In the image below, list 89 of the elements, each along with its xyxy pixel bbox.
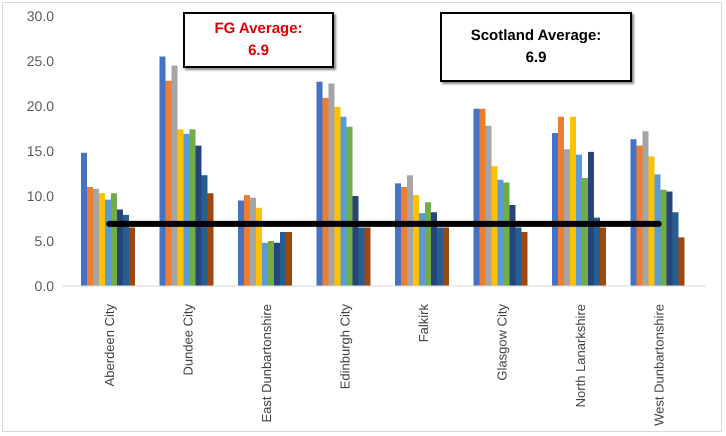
bar	[430, 212, 437, 286]
bar	[364, 228, 370, 286]
bar	[515, 228, 522, 286]
bar	[171, 66, 178, 286]
bar	[346, 126, 352, 286]
bar	[86, 187, 93, 286]
x-tick-label: Aberdeen City	[102, 304, 117, 386]
bar	[334, 106, 340, 286]
bar	[177, 129, 184, 286]
bar	[678, 237, 684, 286]
bar	[424, 202, 431, 286]
bar	[636, 146, 642, 286]
y-tick-label: 25.0	[26, 52, 54, 69]
y-tick-label: 30.0	[26, 8, 54, 24]
bar	[280, 232, 286, 286]
bar	[98, 193, 105, 286]
bar	[128, 228, 135, 286]
bar	[80, 152, 87, 286]
bar	[352, 196, 358, 286]
bar	[340, 116, 346, 286]
x-tick-label: Glasgow City	[494, 304, 510, 381]
x-tick-label: North Lanarkshire	[572, 304, 588, 408]
bar	[286, 232, 292, 286]
bar	[509, 205, 516, 286]
bar	[558, 116, 564, 286]
bar	[436, 228, 443, 286]
bar	[485, 126, 492, 286]
bar	[406, 175, 413, 286]
bar	[110, 193, 117, 286]
bar	[570, 116, 576, 286]
bar	[394, 183, 401, 286]
y-tick-label: 5.0	[34, 232, 54, 249]
bar	[189, 129, 196, 286]
bar	[552, 133, 558, 286]
bar	[660, 190, 666, 286]
bar	[491, 166, 498, 286]
y-tick-label: 10.0	[26, 188, 54, 204]
bar	[442, 228, 449, 286]
bar	[666, 192, 672, 286]
y-tick-label: 15.0	[26, 142, 54, 159]
bar	[479, 108, 486, 286]
x-tick-label: Edinburgh City	[337, 304, 352, 390]
x-tick-label: Dundee City	[180, 304, 196, 376]
bar	[268, 241, 274, 286]
bar	[672, 212, 678, 286]
y-tick-label: 0.0	[34, 278, 54, 294]
bar	[576, 154, 582, 286]
bar	[630, 139, 636, 286]
bar	[322, 98, 328, 286]
bar	[582, 178, 588, 286]
bar	[600, 228, 606, 286]
bar	[262, 242, 268, 286]
bar	[256, 208, 262, 286]
y-tick-label: 20.0	[26, 98, 54, 114]
bar	[250, 198, 256, 286]
bar	[274, 242, 280, 286]
callout-box: FG Average: 6.9	[183, 12, 334, 68]
bar	[201, 175, 208, 286]
bar	[195, 146, 202, 286]
bar	[207, 193, 214, 286]
x-tick-label: West Dunbartonshire	[651, 304, 666, 426]
bar	[654, 174, 660, 286]
callout-box: Scotland Average: 6.9	[440, 12, 632, 82]
bar	[165, 80, 172, 286]
bar	[418, 213, 425, 286]
bar	[92, 188, 99, 286]
bar	[473, 108, 480, 286]
bar	[594, 218, 600, 286]
bar	[183, 134, 190, 286]
bar	[244, 195, 250, 286]
bar	[521, 232, 528, 286]
bar	[648, 156, 654, 286]
bar	[588, 152, 594, 286]
bar	[159, 56, 166, 286]
bar	[122, 214, 129, 286]
bar	[497, 180, 504, 286]
x-tick-label: Falkirk	[416, 304, 431, 342]
bar	[564, 149, 570, 286]
bar	[642, 131, 648, 286]
bar	[116, 210, 123, 286]
bar	[358, 228, 364, 286]
bar	[400, 187, 407, 286]
bar	[316, 82, 322, 286]
x-tick-label: East Dunbartonshire	[258, 304, 274, 423]
bar	[238, 200, 244, 286]
bar	[104, 200, 111, 286]
bar	[328, 84, 334, 286]
bar	[412, 195, 419, 286]
bar	[503, 182, 510, 286]
